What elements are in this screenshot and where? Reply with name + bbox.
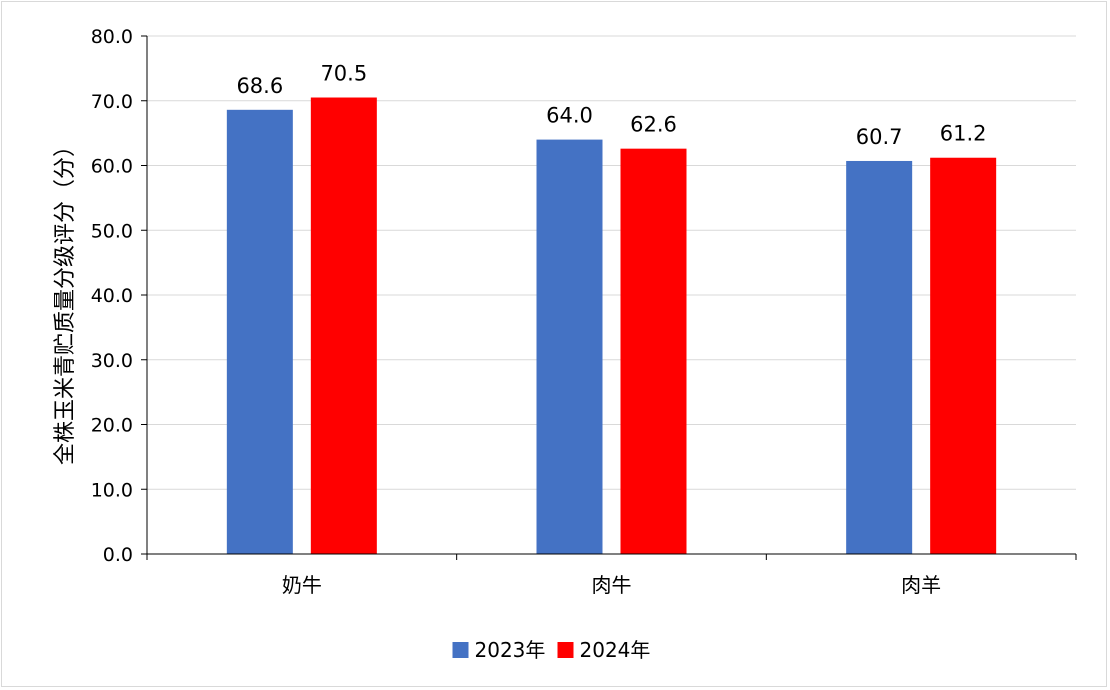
x-category-label: 奶牛 — [282, 573, 322, 597]
data-label: 61.2 — [940, 122, 987, 146]
labels: 0.0 10.0 20.0 30.0 40.0 50.0 60.0 70.0 80.0 奶牛 68.… — [91, 26, 987, 597]
y-axis-title: 全株玉米青贮质量分级评分（分） — [53, 135, 78, 465]
x-category-label: 肉牛 — [592, 573, 632, 597]
legend-label: 2024年 — [580, 638, 651, 662]
bar — [226, 109, 293, 554]
legend-swatch — [557, 642, 574, 658]
y-tick-label: 60.0 — [91, 156, 133, 178]
y-tick-label: 0.0 — [103, 544, 133, 566]
legend-swatch — [452, 642, 469, 658]
bars — [226, 97, 997, 555]
data-label: 68.6 — [236, 74, 283, 98]
y-tick-label: 20.0 — [91, 415, 133, 437]
data-label: 64.0 — [546, 104, 593, 128]
bar — [846, 160, 913, 554]
axes — [141, 35, 1077, 560]
gridlines — [147, 35, 1076, 490]
bar — [620, 148, 687, 555]
x-category-label: 肉羊 — [901, 573, 941, 597]
y-tick-label: 30.0 — [91, 350, 133, 372]
bar — [930, 157, 997, 555]
y-tick-label: 70.0 — [91, 91, 133, 113]
legend: 2023年 2024年 — [452, 638, 651, 662]
legend-label: 2023年 — [475, 638, 546, 662]
bar — [536, 139, 603, 554]
bar — [310, 97, 377, 554]
y-tick-label: 40.0 — [91, 285, 133, 307]
data-label: 60.7 — [856, 125, 903, 149]
data-label: 70.5 — [320, 62, 367, 86]
data-label: 62.6 — [630, 113, 677, 137]
y-tick-label: 80.0 — [91, 26, 133, 48]
y-tick-label: 50.0 — [91, 220, 133, 242]
y-tick-label: 10.0 — [91, 479, 133, 501]
